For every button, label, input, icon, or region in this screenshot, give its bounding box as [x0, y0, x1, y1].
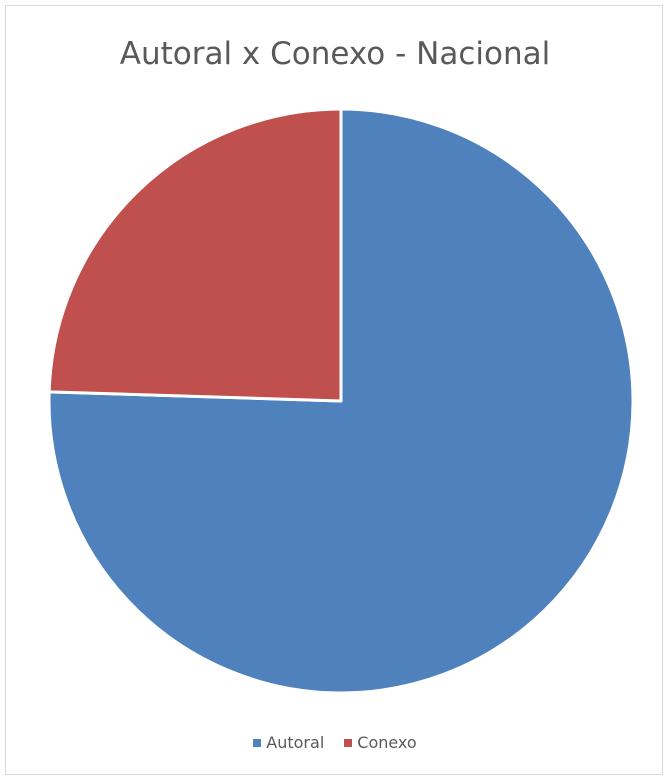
chart-legend: Autoral Conexo [0, 733, 670, 752]
legend-swatch-conexo [344, 738, 353, 747]
legend-item-conexo: Conexo [344, 733, 417, 752]
legend-label-conexo: Conexo [357, 733, 417, 752]
legend-label-autoral: Autoral [266, 733, 325, 752]
pie-slice-autoral [47, 107, 635, 695]
legend-swatch-autoral [253, 738, 262, 747]
legend-item-autoral: Autoral [253, 733, 324, 752]
chart-title: Autoral x Conexo - Nacional [119, 36, 551, 72]
pie-slice-conexo [47, 107, 343, 403]
